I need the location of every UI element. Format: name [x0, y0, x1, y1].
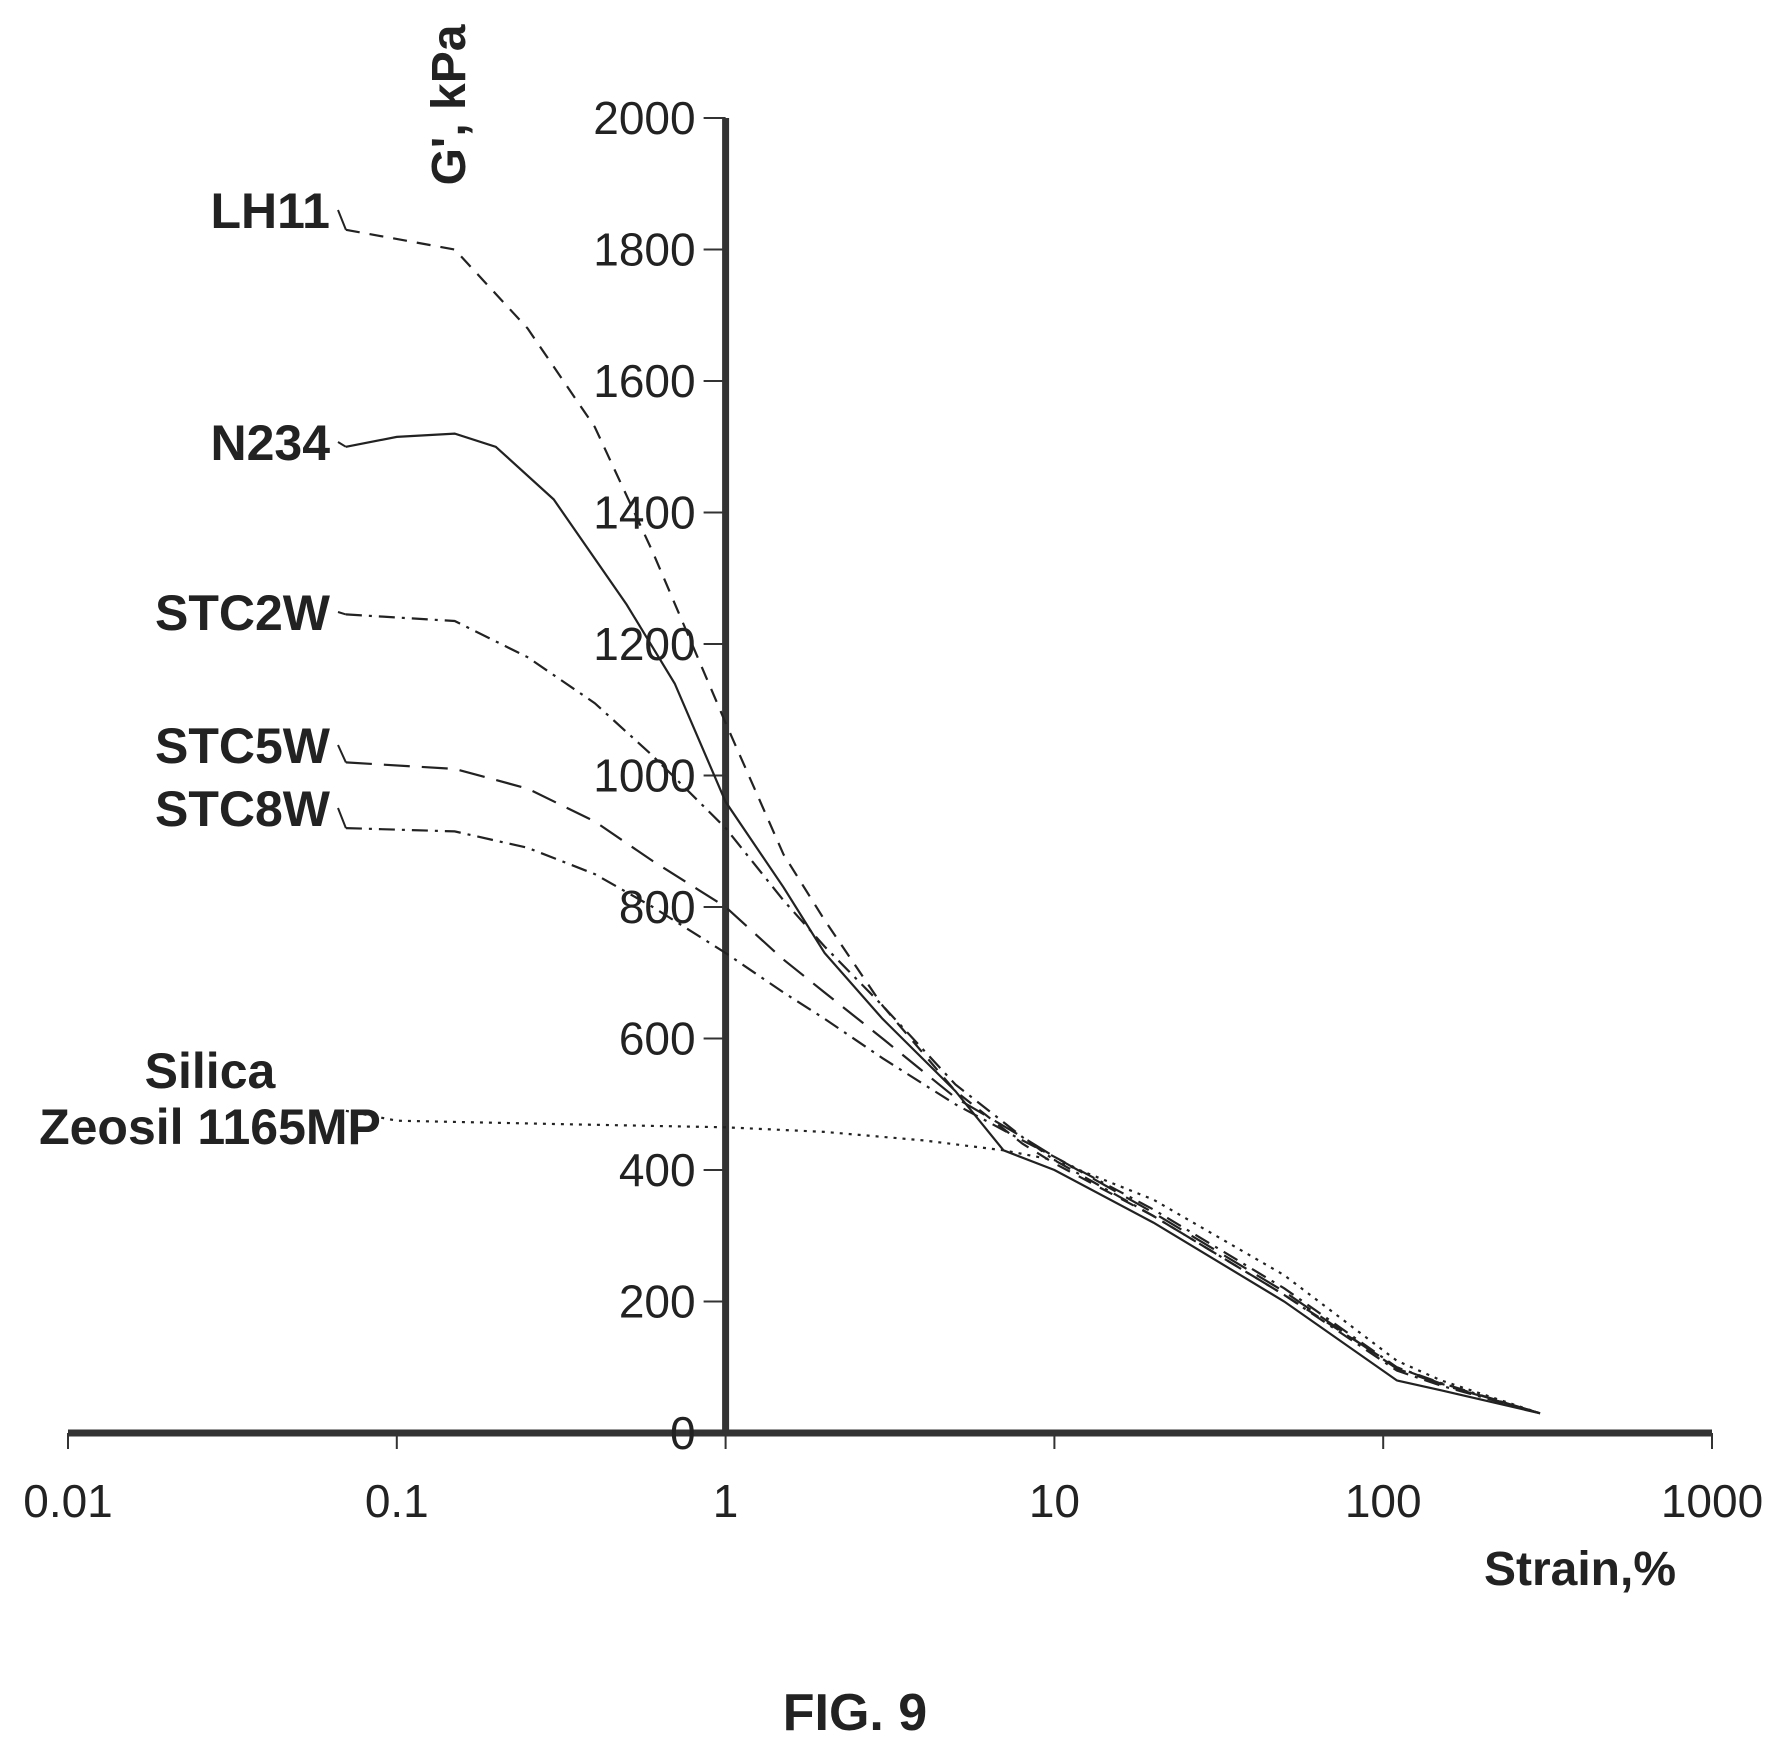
y-tick-label: 1000 — [593, 750, 695, 802]
y-tick-label: 600 — [619, 1013, 696, 1065]
x-tick-label: 0.1 — [365, 1475, 429, 1527]
label-leader — [337, 209, 347, 231]
series-line — [345, 613, 1541, 1415]
y-axis-title: G', kPa — [423, 24, 476, 185]
series-line — [345, 827, 1541, 1415]
x-tick-label: 100 — [1345, 1475, 1422, 1527]
y-tick-label: 800 — [619, 881, 696, 933]
series-label: N234 — [210, 415, 330, 471]
x-tick-label: 10 — [1029, 1475, 1080, 1527]
series-label: STC5W — [155, 718, 331, 774]
x-tick-label: 1000 — [1661, 1475, 1763, 1527]
series-label: STC2W — [155, 585, 331, 641]
label-leader — [337, 744, 347, 763]
series-label: Zeosil 1165MP — [39, 1099, 381, 1155]
series-line — [345, 432, 1541, 1415]
series-line — [345, 228, 1541, 1415]
y-tick-label: 0 — [670, 1407, 696, 1459]
series-line — [345, 761, 1541, 1415]
series-label: STC8W — [155, 781, 331, 837]
y-tick-label: 1200 — [593, 618, 695, 670]
x-tick-label: 1 — [713, 1475, 739, 1527]
x-tick-label: 0.01 — [23, 1475, 113, 1527]
curves — [345, 228, 1541, 1415]
series-label: LH11 — [210, 183, 330, 239]
y-tick-label: 200 — [619, 1276, 696, 1328]
y-tick-label: 400 — [619, 1144, 696, 1196]
label-leader — [337, 441, 347, 448]
y-tick-label: 1400 — [593, 487, 695, 539]
x-axis-title: Strain,% — [1484, 1543, 1676, 1596]
figure-caption: FIG. 9 — [783, 1684, 927, 1742]
y-tick-label: 1800 — [593, 224, 695, 276]
series-line — [345, 1109, 1541, 1415]
y-tick-label: 2000 — [593, 92, 695, 144]
label-leader — [337, 807, 347, 829]
axes: 0.01 0.1 1 10 100 1000 0 200 400 600 800 1000 1200 14… — [23, 92, 1763, 1527]
label-leader — [337, 611, 347, 616]
y-tick-label: 1600 — [593, 355, 695, 407]
series-label: Silica — [145, 1043, 277, 1099]
